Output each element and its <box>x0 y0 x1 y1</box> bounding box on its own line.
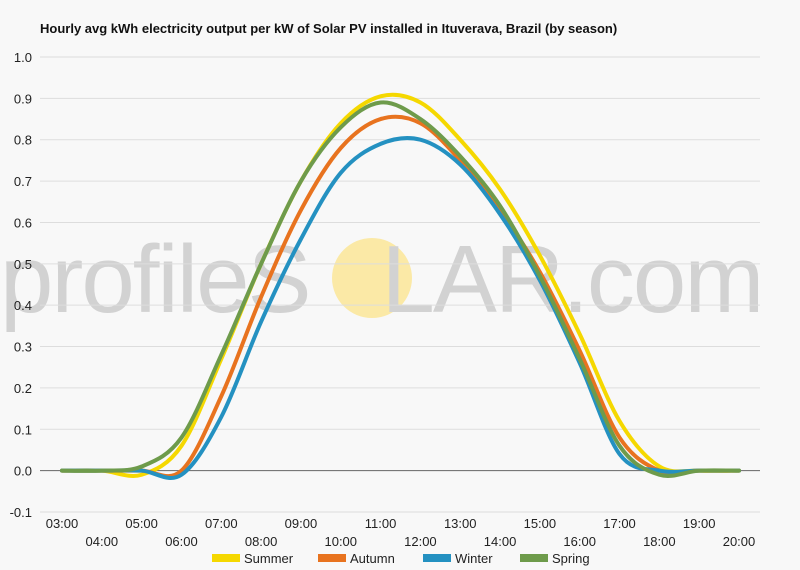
legend-swatch <box>212 554 240 562</box>
series-line-spring <box>60 100 741 478</box>
x-tick-label: 03:00 <box>46 516 79 531</box>
y-tick-label: 0.7 <box>14 174 32 189</box>
x-tick-label: 07:00 <box>205 516 238 531</box>
legend-swatch <box>318 554 346 562</box>
legend-label: Winter <box>455 551 493 566</box>
x-tick-label: 04:00 <box>86 534 119 549</box>
x-tick-label: 08:00 <box>245 534 278 549</box>
legend-item-spring: Spring <box>520 551 590 566</box>
series-line-summer <box>60 92 741 478</box>
x-axis: 03:00 04:00 05:00 06:00 07:00 08:00 09:00 10:00… <box>46 516 756 549</box>
y-tick-label: -0.1 <box>10 505 32 520</box>
x-tick-label: 20:00 <box>723 534 756 549</box>
x-tick-label: 10:00 <box>324 534 357 549</box>
x-tick-label: 09:00 <box>285 516 318 531</box>
x-tick-label: 06:00 <box>165 534 198 549</box>
x-tick-label: 14:00 <box>484 534 517 549</box>
y-axis: 1.0 0.9 0.8 0.7 0.6 0.5 0.4 0.3 0.2 0.1 0.0 -0.1 <box>10 50 32 520</box>
legend-label: Summer <box>244 551 294 566</box>
y-tick-label: 0.9 <box>14 91 32 106</box>
x-tick-label: 17:00 <box>603 516 636 531</box>
watermark-text: profileS LAR.com <box>0 226 762 333</box>
y-tick-label: 0.8 <box>14 133 32 148</box>
series-line-autumn <box>60 114 741 479</box>
legend-swatch <box>423 554 451 562</box>
y-tick-label: 0.4 <box>14 298 32 313</box>
y-tick-label: 0.3 <box>14 340 32 355</box>
y-tick-label: 0.6 <box>14 215 32 230</box>
legend-item-autumn: Autumn <box>318 551 395 566</box>
legend-label: Autumn <box>350 551 395 566</box>
legend-item-winter: Winter <box>423 551 493 566</box>
y-tick-label: 0.2 <box>14 381 32 396</box>
x-tick-label: 05:00 <box>125 516 158 531</box>
x-tick-label: 11:00 <box>365 516 397 531</box>
watermark: profileS LAR.com <box>0 226 764 333</box>
x-tick-label: 12:00 <box>404 534 437 549</box>
grid <box>40 56 760 513</box>
x-tick-label: 15:00 <box>524 516 557 531</box>
x-tick-label: 18:00 <box>643 534 676 549</box>
x-tick-label: 16:00 <box>563 534 596 549</box>
y-tick-label: 0.0 <box>14 464 32 479</box>
x-tick-label: 19:00 <box>683 516 716 531</box>
series-lines <box>60 92 741 480</box>
legend: Summer Autumn Winter Spring <box>212 551 590 566</box>
legend-item-summer: Summer <box>212 551 294 566</box>
watermark-sun-icon <box>332 238 412 318</box>
series-line-winter <box>60 136 741 480</box>
legend-label: Spring <box>552 551 590 566</box>
y-tick-label: 1.0 <box>14 50 32 65</box>
legend-swatch <box>520 554 548 562</box>
x-tick-label: 13:00 <box>444 516 477 531</box>
y-tick-label: 0.5 <box>14 257 32 272</box>
chart-title: Hourly avg kWh electricity output per kW… <box>40 21 617 36</box>
y-tick-label: 0.1 <box>14 422 32 437</box>
